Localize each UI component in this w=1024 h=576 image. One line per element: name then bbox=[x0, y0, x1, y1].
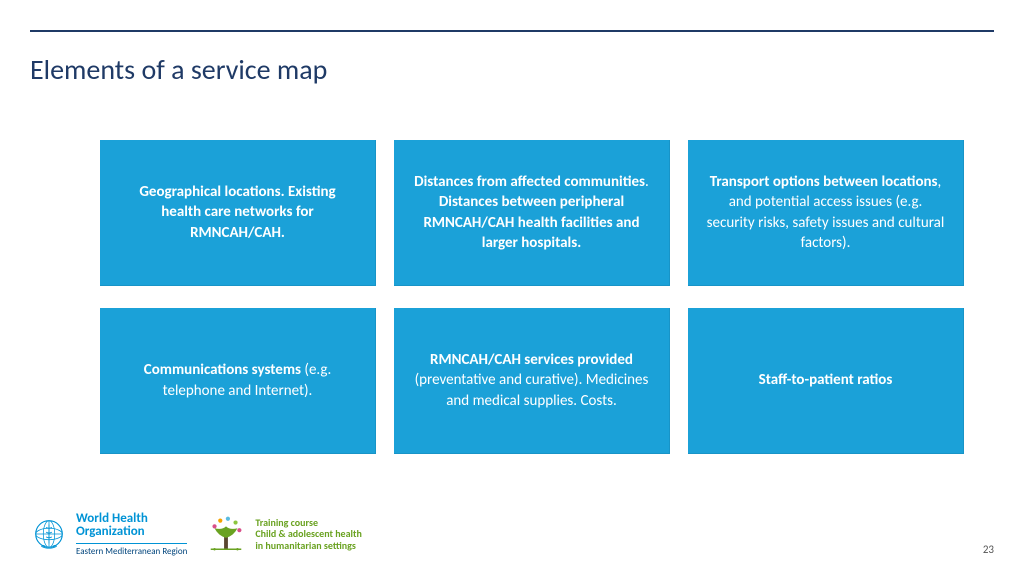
box-distances: Distances from affected communities. Dis… bbox=[394, 140, 670, 286]
who-line1: World Health bbox=[76, 512, 187, 526]
box-communications: Communications systems (e.g. telephone a… bbox=[100, 308, 376, 454]
course-text: Training course Child & adolescent healt… bbox=[255, 517, 362, 552]
box-text: Transport options between locations bbox=[710, 173, 938, 191]
footer: World Health Organization Eastern Medite… bbox=[30, 506, 994, 562]
box-text: Communications systems bbox=[144, 361, 301, 379]
box-text: RMNCAH/CAH services provided bbox=[430, 351, 633, 369]
who-emblem-icon bbox=[30, 515, 68, 553]
who-logo: World Health Organization Eastern Medite… bbox=[30, 512, 187, 557]
who-line2: Organization bbox=[76, 525, 187, 539]
who-text: World Health Organization Eastern Medite… bbox=[76, 512, 187, 557]
box-text: Geographical locations. Existing health … bbox=[139, 183, 335, 242]
box-geographical: Geographical locations. Existing health … bbox=[100, 140, 376, 286]
slide-title: Elements of a service map bbox=[30, 52, 327, 87]
box-staff-ratio: Staff-to-patient ratios bbox=[688, 308, 964, 454]
page-number: 23 bbox=[983, 543, 994, 556]
course-logo: Training course Child & adolescent healt… bbox=[205, 513, 362, 555]
box-text: Distances from affected communities bbox=[414, 173, 645, 191]
who-region: Eastern Mediterranean Region bbox=[76, 543, 187, 556]
top-rule bbox=[30, 30, 994, 32]
box-text: Staff-to-patient ratios bbox=[759, 371, 893, 389]
boxes-grid: Geographical locations. Existing health … bbox=[100, 140, 964, 454]
tree-icon bbox=[205, 513, 247, 555]
box-services: RMNCAH/CAH services provided (preventati… bbox=[394, 308, 670, 454]
course-line3: in humanitarian settings bbox=[255, 540, 362, 552]
box-transport: Transport options between locations, and… bbox=[688, 140, 964, 286]
